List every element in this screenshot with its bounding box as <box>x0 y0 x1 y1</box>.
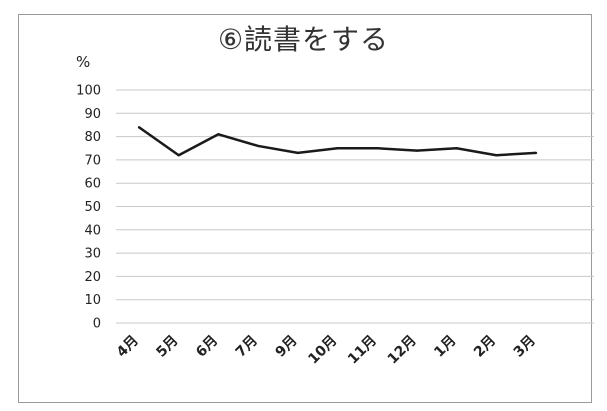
series-line-0 <box>138 126 537 157</box>
data-point <box>495 154 498 157</box>
data-point <box>217 133 220 136</box>
x-tick-label: 5月 <box>153 333 181 361</box>
series-group <box>137 126 538 157</box>
y-tick-label: 20 <box>84 270 101 285</box>
x-tick-label: 6月 <box>193 333 221 361</box>
y-tick-label: 40 <box>84 223 101 238</box>
y-tick-label: 0 <box>93 317 101 332</box>
y-axis-unit-label: % <box>76 53 91 71</box>
x-tick-label: 2月 <box>471 333 499 361</box>
y-axis-ticks: 0 10 20 30 40 50 60 70 80 90 100 <box>76 84 101 332</box>
x-axis-ticks: 4月 5月 6月 7月 9月 10月 11月 12月 1月 2月 3月 <box>114 333 539 368</box>
y-tick-label: 60 <box>84 177 101 192</box>
x-tick-label: 11月 <box>345 333 380 368</box>
data-point <box>455 147 458 150</box>
data-point <box>534 151 538 155</box>
data-point <box>376 147 379 150</box>
chart-frame <box>18 14 592 403</box>
y-tick-label: 70 <box>84 153 101 168</box>
y-tick-label: 10 <box>84 293 101 308</box>
data-point <box>137 126 141 129</box>
y-tick-label: 30 <box>84 247 101 262</box>
x-tick-label: 7月 <box>233 333 261 361</box>
data-point <box>256 144 260 148</box>
gridlines <box>116 89 594 324</box>
y-tick-label: 50 <box>84 200 101 215</box>
x-tick-label: 10月 <box>305 333 340 368</box>
data-point <box>336 147 339 150</box>
x-tick-label: 12月 <box>385 333 420 368</box>
chart-title: ⑥読書をする <box>217 23 390 56</box>
data-point <box>296 151 299 155</box>
data-point <box>415 149 419 152</box>
x-tick-label: 1月 <box>431 333 459 361</box>
y-tick-label: 90 <box>84 107 101 122</box>
data-point <box>177 154 180 157</box>
y-tick-label: 100 <box>76 84 101 99</box>
x-tick-label: 3月 <box>511 333 539 361</box>
y-tick-label: 80 <box>84 130 101 145</box>
x-tick-label: 9月 <box>273 333 301 361</box>
x-tick-label: 4月 <box>114 333 142 361</box>
